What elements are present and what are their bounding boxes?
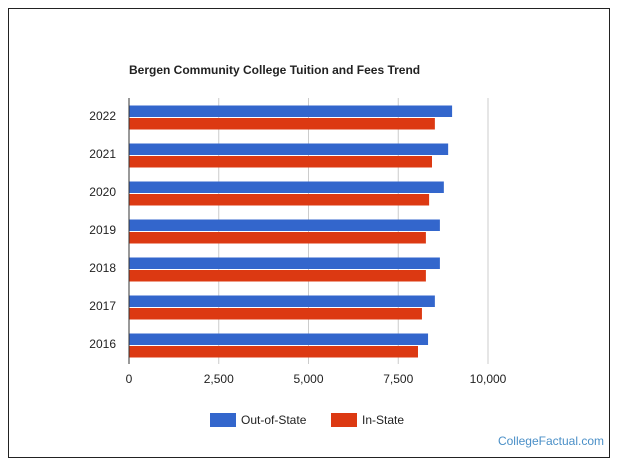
legend-swatch [210,413,236,427]
bar [129,346,418,358]
bar [129,219,440,231]
x-tick-label: 5,000 [293,372,323,386]
bar [129,257,440,269]
bar [129,156,432,168]
y-tick-label: 2020 [89,185,116,199]
bar [129,308,422,320]
x-tick-label: 7,500 [383,372,413,386]
bar [129,181,444,193]
legend-label: Out-of-State [241,413,307,427]
legend-swatch [331,413,357,427]
bar [129,118,435,130]
x-tick-label: 2,500 [204,372,234,386]
bar [129,232,426,244]
bar [129,270,426,282]
x-tick-label: 10,000 [470,372,507,386]
y-tick-label: 2021 [89,147,116,161]
y-tick-label: 2016 [89,337,116,351]
bar [129,295,435,307]
y-tick-label: 2018 [89,261,116,275]
chart-title: Bergen Community College Tuition and Fee… [129,63,420,77]
x-tick-label: 0 [126,372,133,386]
y-tick-label: 2019 [89,223,116,237]
y-tick-label: 2022 [89,109,116,123]
watermark: CollegeFactual.com [498,434,604,448]
bar [129,143,449,155]
y-tick-label: 2017 [89,299,116,313]
legend-label: In-State [362,413,404,427]
bar [129,105,453,117]
bar [129,333,429,345]
bar [129,194,430,206]
